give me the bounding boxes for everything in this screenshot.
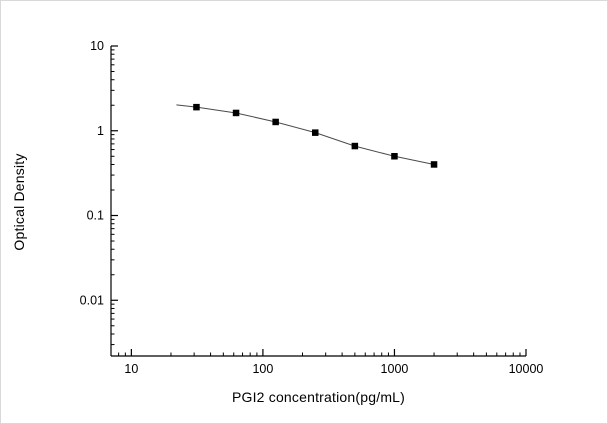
- data-point-marker: [193, 103, 200, 111]
- y-tick-label: 0.01: [80, 293, 104, 307]
- y-axis-title: Optical Density: [11, 153, 27, 251]
- x-axis-title: PGI2 concentration(pg/mL): [231, 389, 406, 405]
- data-point-marker: [272, 118, 279, 126]
- data-point-marker: [430, 161, 438, 168]
- x-tick-label: 100: [252, 362, 273, 376]
- x-tick-label: 10000: [509, 362, 544, 376]
- x-tick-label: 10: [124, 362, 138, 376]
- x-tick-label: 1000: [381, 362, 409, 376]
- data-point-marker: [391, 153, 398, 160]
- series-line: [176, 104, 435, 165]
- data-point-marker: [351, 142, 359, 150]
- y-tick-label: 10: [90, 39, 104, 53]
- y-tick-label: 1: [97, 124, 104, 138]
- data-point-marker: [312, 129, 319, 136]
- data-point-marker: [232, 109, 240, 117]
- y-tick-label: 0.1: [87, 209, 104, 223]
